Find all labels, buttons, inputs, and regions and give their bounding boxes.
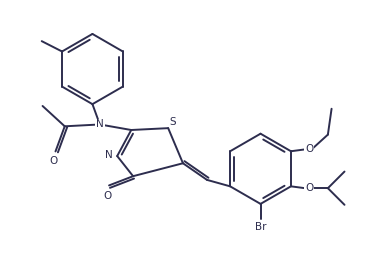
Text: Br: Br — [255, 222, 266, 232]
Text: N: N — [96, 119, 104, 129]
Text: O: O — [103, 191, 111, 201]
Text: S: S — [169, 116, 176, 127]
Text: O: O — [305, 183, 314, 193]
Text: N: N — [105, 150, 113, 160]
Text: O: O — [305, 144, 314, 154]
Text: O: O — [49, 156, 58, 166]
